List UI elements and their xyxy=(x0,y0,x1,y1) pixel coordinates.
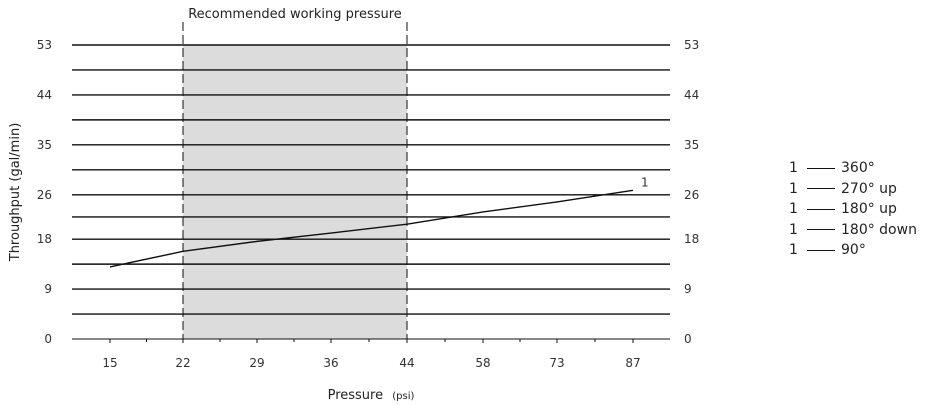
legend-item-label: 360° xyxy=(841,160,875,177)
legend-item-number: 1 xyxy=(789,180,798,197)
x-axis-title-text: Pressure xyxy=(328,388,384,403)
legend-item-number: 1 xyxy=(789,201,798,218)
x-tick-label: 36 xyxy=(323,356,338,370)
y-axis-right-ticks: 0 9 18 26 35 44 53 xyxy=(684,38,699,346)
legend-item: 1 180° up xyxy=(789,199,917,220)
legend-item-label: 270° up xyxy=(841,180,897,197)
legend-item: 1 270° up xyxy=(789,179,917,200)
y-tick-left: 35 xyxy=(37,138,52,152)
legend-item-number: 1 xyxy=(789,160,798,177)
legend-item: 1 180° down xyxy=(789,220,917,241)
y-tick-right: 18 xyxy=(684,232,699,246)
legend-swatch xyxy=(807,249,835,251)
y-tick-left: 0 xyxy=(44,332,52,346)
legend-item: 1 360° xyxy=(789,158,917,179)
x-tick-label: 73 xyxy=(549,356,564,370)
y-tick-right: 9 xyxy=(684,282,692,296)
y-tick-right: 26 xyxy=(684,188,699,202)
y-tick-right: 35 xyxy=(684,138,699,152)
x-axis-title: Pressure (psi) xyxy=(328,388,415,403)
series-layer: 1 xyxy=(109,175,649,268)
y-tick-left: 9 xyxy=(44,282,52,296)
x-tick-label: 44 xyxy=(399,356,414,370)
series-line xyxy=(109,189,634,268)
legend-swatch xyxy=(807,229,835,231)
recommended-pressure-band xyxy=(183,45,407,339)
legend-item-label: 180° down xyxy=(841,221,917,238)
y-tick-right: 44 xyxy=(684,88,699,102)
x-axis-unit: (psi) xyxy=(392,391,414,402)
legend-item-number: 1 xyxy=(789,242,798,259)
legend-item-label: 180° up xyxy=(841,201,897,218)
x-tick-label: 87 xyxy=(625,356,640,370)
x-tick-label: 15 xyxy=(102,356,117,370)
y-tick-left: 18 xyxy=(37,232,52,246)
band-label: Recommended working pressure xyxy=(188,7,402,22)
y-tick-right: 0 xyxy=(684,332,692,346)
y-tick-left: 26 xyxy=(37,188,52,202)
y-tick-left: 44 xyxy=(37,88,52,102)
legend: 1 360° 1 270° up 1 180° up 1 180° down 1 90° xyxy=(789,158,917,261)
legend-swatch xyxy=(807,188,835,190)
legend-swatch xyxy=(807,208,835,210)
x-axis-ticks: 15 22 29 36 44 58 73 87 xyxy=(102,339,641,370)
x-tick-label: 29 xyxy=(249,356,264,370)
y-axis-title: Throughput (gal/min) xyxy=(8,123,23,263)
legend-item-label: 90° xyxy=(841,242,866,259)
y-tick-left: 53 xyxy=(37,38,52,52)
x-tick-label: 22 xyxy=(175,356,190,370)
legend-item-number: 1 xyxy=(789,221,798,238)
band-boundary-lines xyxy=(182,22,408,343)
y-tick-right: 53 xyxy=(684,38,699,52)
series-end-label: 1 xyxy=(641,175,649,189)
x-tick-label: 58 xyxy=(475,356,490,370)
horizontal-gridlines xyxy=(72,44,670,340)
y-axis-left-ticks: 0 9 18 26 35 44 53 xyxy=(37,38,52,346)
legend-swatch xyxy=(807,167,835,169)
legend-item: 1 90° xyxy=(789,240,917,261)
